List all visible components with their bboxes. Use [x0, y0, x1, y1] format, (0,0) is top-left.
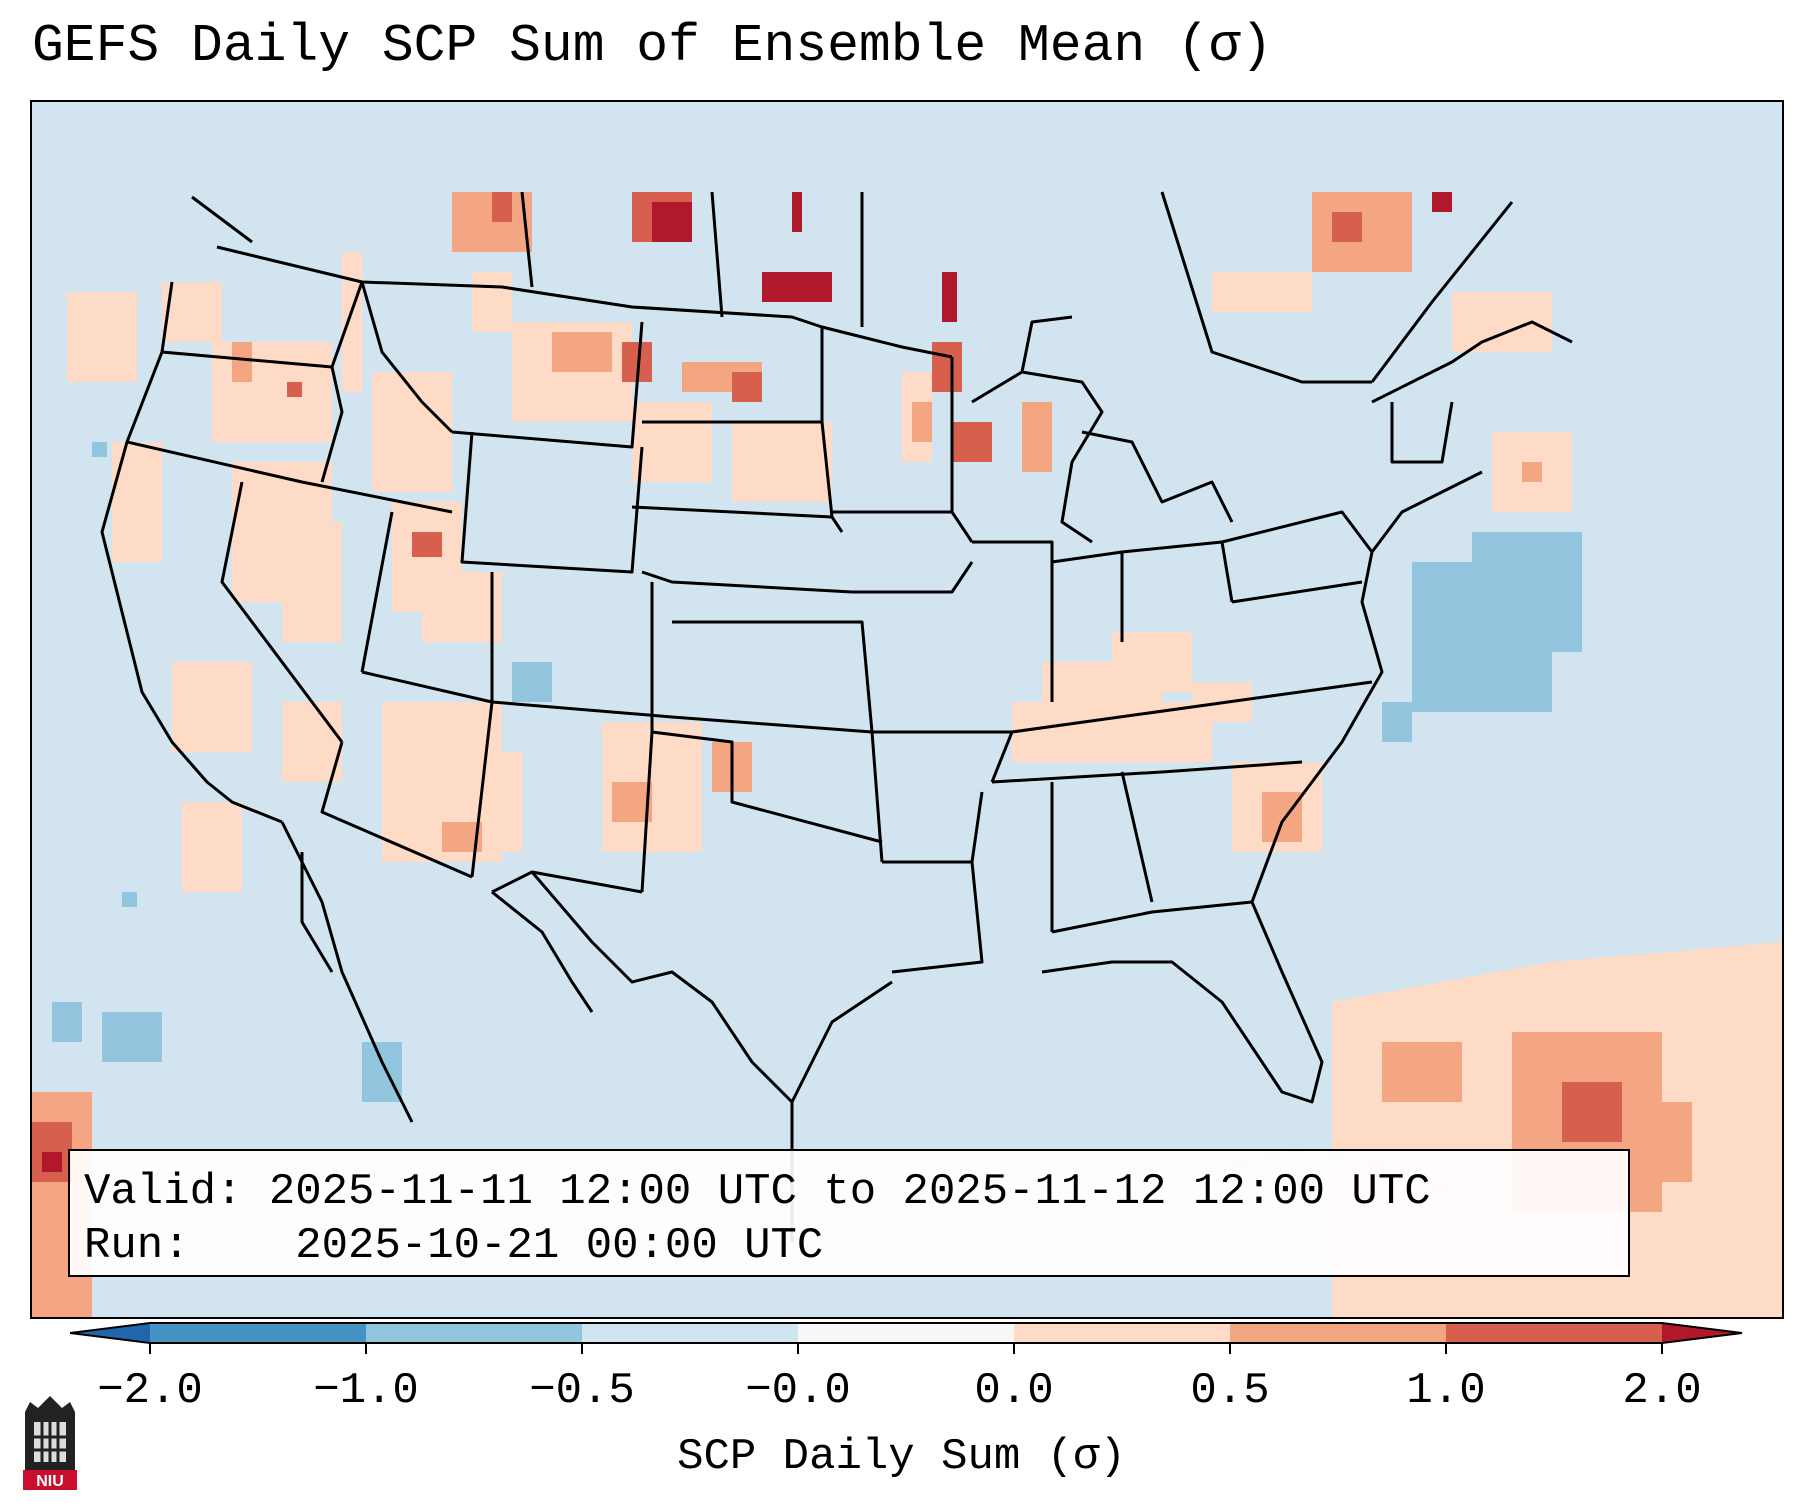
colorbar-segment-pos-0: [1014, 1323, 1230, 1343]
info-box: Valid: 2025-11-11 12:00 UTC to 2025-11-1…: [68, 1149, 1630, 1277]
colorbar: [70, 1322, 1743, 1354]
colorbar-segment-neg-2: [150, 1323, 366, 1343]
colorbar-segment-pos-05: [1230, 1323, 1446, 1343]
colorbar-segment-neg-1: [366, 1323, 582, 1343]
positive-anomaly-cells: [32, 192, 1782, 1317]
colorbar-tick-label: −1.0: [313, 1366, 419, 1416]
colorbar-tick-label: 0.0: [974, 1366, 1054, 1416]
run-label: Run:: [84, 1221, 190, 1271]
colorbar-tick-label: 2.0: [1622, 1366, 1702, 1416]
valid-line: Valid: 2025-11-11 12:00 UTC to 2025-11-1…: [84, 1165, 1628, 1219]
map-title: GEFS Daily SCP Sum of Ensemble Mean (σ): [32, 16, 1273, 76]
colorbar-tick-label: 0.5: [1190, 1366, 1270, 1416]
valid-label: Valid:: [84, 1167, 243, 1217]
valid-value: 2025-11-11 12:00 UTC to 2025-11-12 12:00…: [268, 1167, 1431, 1217]
map-panel[interactable]: [30, 100, 1784, 1319]
state-borders: [100, 191, 1573, 1242]
negative-anomaly-cells: [52, 442, 1582, 1102]
colorbar-tick-label: −0.0: [745, 1366, 851, 1416]
colorbar-segment-neg-05: [582, 1323, 798, 1343]
colorbar-segment-pos-1: [1446, 1323, 1662, 1343]
colorbar-extend-high: [1662, 1323, 1742, 1343]
colorbar-segment-zero: [798, 1323, 1014, 1343]
map-canvas: [32, 102, 1782, 1317]
run-value: 2025-10-21 00:00 UTC: [295, 1221, 824, 1271]
colorbar-label: SCP Daily Sum (σ): [677, 1432, 1126, 1482]
run-line: Run: 2025-10-21 00:00 UTC: [84, 1219, 1628, 1273]
colorbar-tick-label: −2.0: [97, 1366, 203, 1416]
colorbar-tick-label: 1.0: [1406, 1366, 1486, 1416]
logo-text: NIU: [36, 1473, 64, 1490]
colorbar-tick-label: −0.5: [529, 1366, 635, 1416]
niu-logo-icon: NIU: [23, 1396, 77, 1490]
colorbar-extend-low: [70, 1323, 150, 1343]
